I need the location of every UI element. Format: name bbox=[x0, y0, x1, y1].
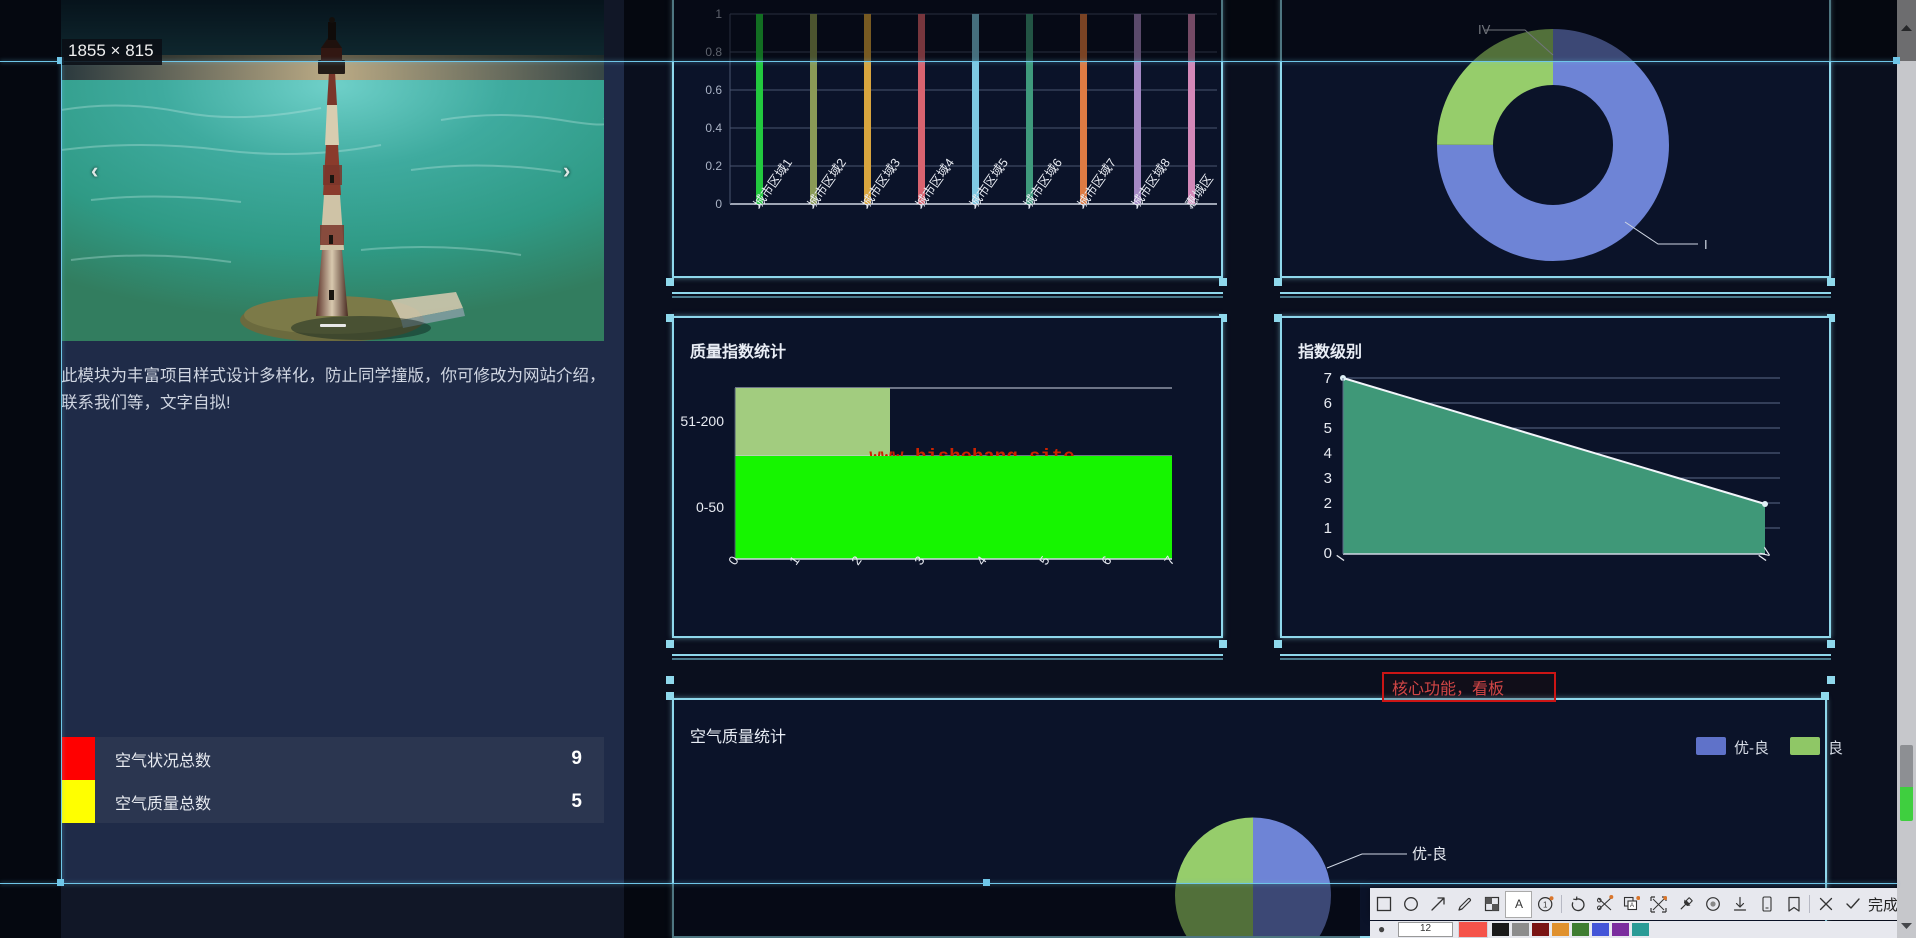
svg-text:0-50: 0-50 bbox=[696, 499, 724, 515]
svg-text:0.2: 0.2 bbox=[705, 159, 722, 173]
svg-text:A: A bbox=[1514, 897, 1522, 911]
svg-text:0.6: 0.6 bbox=[705, 83, 722, 97]
svg-text:4: 4 bbox=[1324, 445, 1332, 462]
svg-text:0: 0 bbox=[715, 197, 722, 211]
svg-text:3: 3 bbox=[1324, 470, 1332, 487]
svg-text:IV: IV bbox=[1478, 22, 1491, 37]
svg-text:1: 1 bbox=[1324, 520, 1332, 537]
svg-text:1: 1 bbox=[1543, 900, 1548, 909]
svg-text:惠城区: 惠城区 bbox=[1183, 172, 1216, 211]
svg-text:I: I bbox=[1704, 237, 1708, 252]
svg-text:2: 2 bbox=[1324, 495, 1332, 512]
svg-text:5: 5 bbox=[1324, 420, 1332, 437]
svg-text:0: 0 bbox=[1324, 545, 1332, 562]
svg-text:51-200: 51-200 bbox=[680, 413, 724, 429]
svg-text:7: 7 bbox=[1324, 370, 1332, 387]
svg-text:1: 1 bbox=[715, 7, 722, 21]
svg-text:0.8: 0.8 bbox=[705, 45, 722, 59]
svg-text:0.4: 0.4 bbox=[705, 121, 722, 135]
svg-text:6: 6 bbox=[1324, 395, 1332, 412]
svg-text:A: A bbox=[1630, 903, 1634, 909]
svg-text:优-良: 优-良 bbox=[1412, 846, 1447, 863]
